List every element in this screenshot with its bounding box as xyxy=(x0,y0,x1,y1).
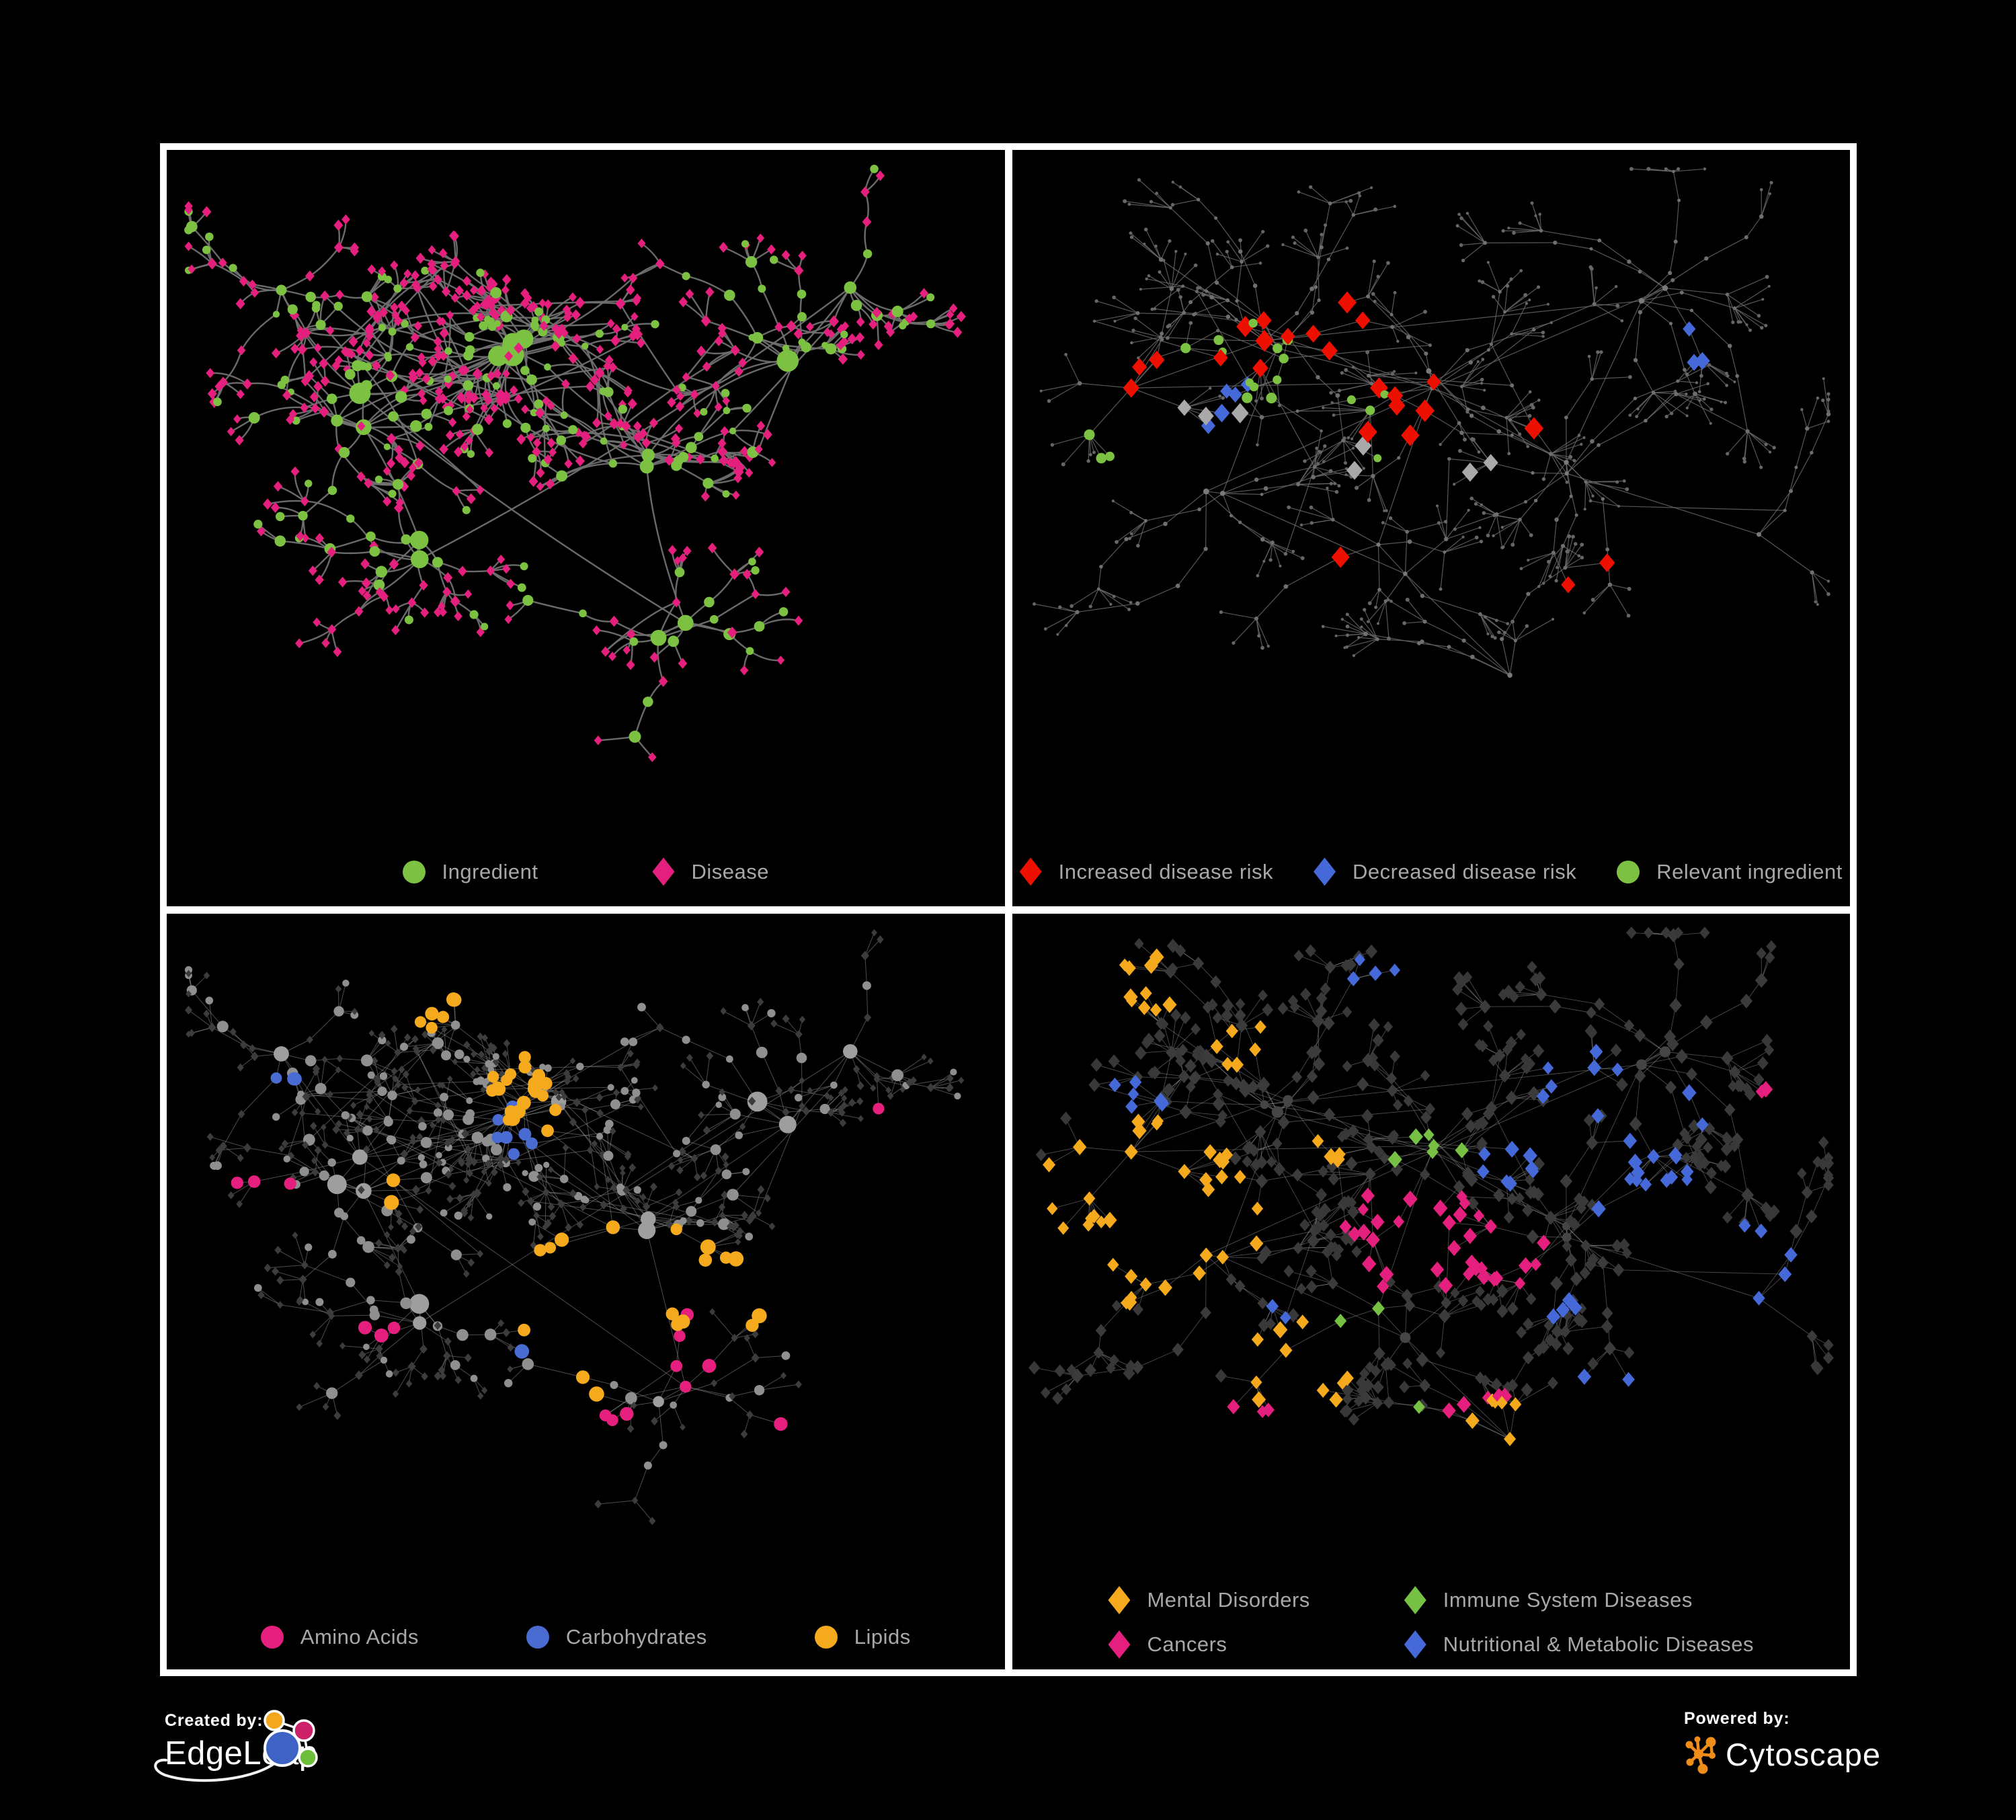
legend-label: Amino Acids xyxy=(300,1625,419,1649)
figure-frame: Ingredient Disease Increased disease risk… xyxy=(160,143,1857,1676)
panel-nutrient-class-network: Amino Acids Carbohydrates Lipids xyxy=(167,913,1005,1669)
legend-label: Increased disease risk xyxy=(1058,859,1274,883)
diamond-legend-marker-icon xyxy=(1019,857,1042,886)
diamond-legend-marker-icon xyxy=(1314,857,1336,886)
disease-class-legend: Mental Disorders Immune System Diseases Ca… xyxy=(1012,1586,1851,1659)
legend-item: Mental Disorders xyxy=(1108,1586,1309,1614)
legend-item: Immune System Diseases xyxy=(1404,1586,1754,1614)
edgeleap-attribution: Created by: EdgeLeap xyxy=(154,1710,474,1818)
disease-class-network-graph xyxy=(1028,926,1834,1446)
legend-item: Increased disease risk xyxy=(1019,857,1274,886)
cytoscape-attribution: Powered by: Cytoscape xyxy=(1684,1709,1881,1774)
diamond-legend-marker-icon xyxy=(1404,1630,1426,1659)
nutrient-class-legend: Amino Acids Carbohydrates Lipids xyxy=(167,1625,1005,1649)
legend-label: Disease xyxy=(691,859,769,883)
legend-label: Relevant ingredient xyxy=(1656,859,1843,883)
legend-label: Cancers xyxy=(1147,1632,1227,1656)
panel-disease-risk-network: Increased disease risk Decreased disease … xyxy=(1012,150,1851,906)
cytoscape-wordmark: Cytoscape xyxy=(1726,1736,1882,1772)
cytoscape-brand-row: Cytoscape xyxy=(1684,1734,1881,1774)
disease-risk-network-graph xyxy=(1032,167,1830,678)
powered-by-label: Powered by: xyxy=(1684,1709,1790,1728)
circle-legend-marker-icon xyxy=(402,860,426,883)
diamond-legend-marker-icon xyxy=(1108,1630,1131,1659)
panel-ingredient-disease-network: Ingredient Disease xyxy=(167,150,1005,906)
disease-risk-legend: Increased disease risk Decreased disease … xyxy=(1012,857,1851,886)
legend-item: Cancers xyxy=(1108,1630,1309,1659)
edgeleap-network-logo-icon xyxy=(154,1710,318,1782)
legend-label: Mental Disorders xyxy=(1147,1588,1310,1612)
legend-item: Carbohydrates xyxy=(526,1625,707,1649)
circle-legend-marker-icon xyxy=(814,1626,838,1649)
ingredient-disease-legend: Ingredient Disease xyxy=(167,857,1005,886)
legend-item: Nutritional & Metabolic Diseases xyxy=(1404,1630,1754,1659)
legend-item: Relevant ingredient xyxy=(1617,860,1843,884)
ingredient-disease-network-graph xyxy=(184,164,966,762)
legend-item: Lipids xyxy=(814,1625,911,1649)
legend-label: Ingredient xyxy=(442,859,538,883)
created-by-label: Created by: xyxy=(165,1711,264,1730)
legend-label: Lipids xyxy=(854,1625,911,1649)
panel-disease-class-network: Mental Disorders Immune System Diseases Ca… xyxy=(1012,913,1851,1669)
diamond-legend-marker-icon xyxy=(652,857,675,886)
legend-label: Nutritional & Metabolic Diseases xyxy=(1443,1632,1755,1656)
legend-item: Ingredient xyxy=(402,859,538,884)
legend-label: Immune System Diseases xyxy=(1443,1588,1693,1612)
legend-item: Disease xyxy=(652,857,769,886)
edgeleap-brand-row: EdgeLeap xyxy=(154,1710,474,1818)
circle-legend-marker-icon xyxy=(1617,860,1640,883)
circle-legend-marker-icon xyxy=(526,1626,549,1649)
legend-label: Decreased disease risk xyxy=(1353,859,1577,883)
cytoscape-logo-icon xyxy=(1685,1736,1716,1774)
diamond-legend-marker-icon xyxy=(1404,1586,1426,1614)
nutrient-class-network-graph xyxy=(184,928,965,1525)
diamond-legend-marker-icon xyxy=(1108,1586,1131,1614)
legend-label: Carbohydrates xyxy=(565,1625,707,1649)
legend-item: Amino Acids xyxy=(260,1625,419,1649)
legend-item: Decreased disease risk xyxy=(1314,857,1577,886)
circle-legend-marker-icon xyxy=(260,1626,284,1649)
